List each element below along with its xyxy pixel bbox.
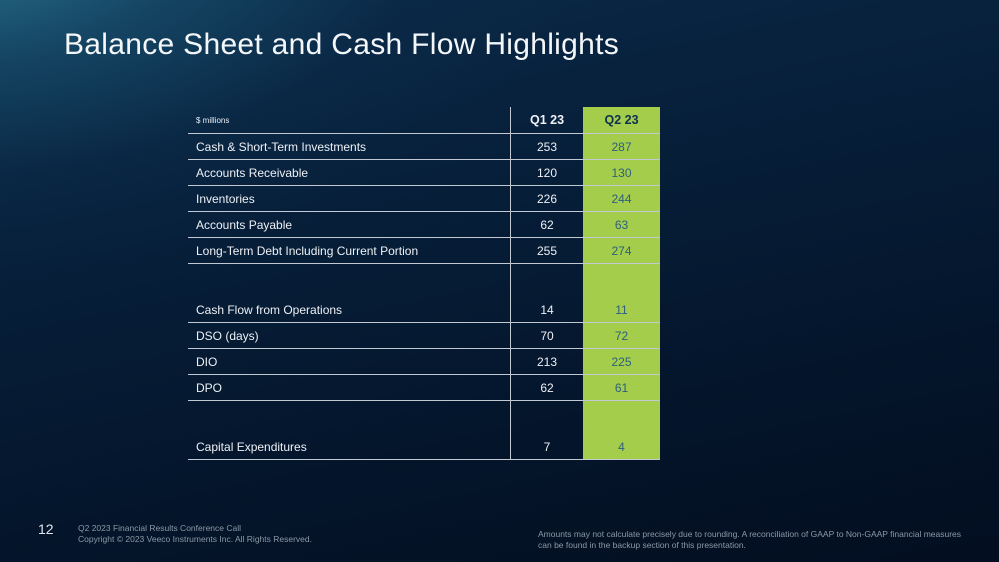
table-row bbox=[188, 401, 660, 434]
row-label: DPO bbox=[196, 380, 223, 395]
table-row: DIO 213 225 bbox=[188, 349, 660, 375]
row-label: Long-Term Debt Including Current Portion bbox=[196, 243, 419, 258]
column-header-q2: Q2 23 bbox=[583, 107, 660, 133]
q2-value: 63 bbox=[583, 212, 660, 237]
q1-value: 7 bbox=[510, 434, 583, 459]
page-number: 12 bbox=[38, 521, 54, 537]
footer-conference-line: Q2 2023 Financial Results Conference Cal… bbox=[78, 523, 242, 533]
row-label: Inventories bbox=[196, 191, 255, 206]
table-body: Cash & Short-Term Investments 253 287 Ac… bbox=[188, 134, 660, 460]
q1-value: 253 bbox=[510, 134, 583, 159]
footer-disclaimer: Amounts may not calculate precisely due … bbox=[538, 529, 962, 550]
q2-value: 11 bbox=[583, 297, 660, 322]
q2-value bbox=[583, 401, 660, 434]
table-row: Cash Flow from Operations 14 11 bbox=[188, 297, 660, 323]
row-label bbox=[188, 401, 510, 434]
q2-value: 287 bbox=[583, 134, 660, 159]
table-header-row: $ millions Q1 23 Q2 23 bbox=[188, 107, 660, 134]
q1-value: 70 bbox=[510, 323, 583, 348]
q2-value: 72 bbox=[583, 323, 660, 348]
footer-copyright-line: Copyright © 2023 Veeco Instruments Inc. … bbox=[78, 534, 312, 544]
q2-value: 225 bbox=[583, 349, 660, 374]
q1-value: 226 bbox=[510, 186, 583, 211]
q1-value: 62 bbox=[510, 212, 583, 237]
table-row: Inventories 226 244 bbox=[188, 186, 660, 212]
table-row: Accounts Payable 62 63 bbox=[188, 212, 660, 238]
table-row: Long-Term Debt Including Current Portion… bbox=[188, 238, 660, 264]
q2-value: 130 bbox=[583, 160, 660, 185]
row-label: DIO bbox=[196, 354, 218, 369]
footer-left: Q2 2023 Financial Results Conference Cal… bbox=[78, 523, 312, 545]
q1-value bbox=[510, 401, 583, 434]
row-label: Cash & Short-Term Investments bbox=[196, 139, 367, 154]
q1-value: 62 bbox=[510, 375, 583, 400]
table-row: Accounts Receivable 120 130 bbox=[188, 160, 660, 186]
q1-value bbox=[510, 264, 583, 297]
table-row bbox=[188, 264, 660, 297]
q1-value: 255 bbox=[510, 238, 583, 263]
table-row: DSO (days) 70 72 bbox=[188, 323, 660, 349]
q1-value: 213 bbox=[510, 349, 583, 374]
table-row: Capital Expenditures 7 4 bbox=[188, 434, 660, 460]
q2-value: 61 bbox=[583, 375, 660, 400]
row-label: Accounts Receivable bbox=[196, 165, 309, 180]
q1-value: 120 bbox=[510, 160, 583, 185]
financial-table: $ millions Q1 23 Q2 23 Cash & Short-Term… bbox=[188, 107, 660, 460]
table-row: Cash & Short-Term Investments 253 287 bbox=[188, 134, 660, 160]
row-label: DSO (days) bbox=[196, 328, 259, 343]
page-title: Balance Sheet and Cash Flow Highlights bbox=[64, 28, 620, 61]
table-unit-label: $ millions bbox=[196, 115, 230, 125]
row-label: Cash Flow from Operations bbox=[196, 302, 343, 317]
q2-value bbox=[583, 264, 660, 297]
row-label: Capital Expenditures bbox=[196, 439, 307, 454]
column-header-q1: Q1 23 bbox=[510, 107, 583, 133]
q2-value: 274 bbox=[583, 238, 660, 263]
row-label bbox=[188, 264, 510, 297]
q2-value: 4 bbox=[583, 434, 660, 459]
row-label: Accounts Payable bbox=[196, 217, 293, 232]
q2-value: 244 bbox=[583, 186, 660, 211]
q1-value: 14 bbox=[510, 297, 583, 322]
table-row: DPO 62 61 bbox=[188, 375, 660, 401]
